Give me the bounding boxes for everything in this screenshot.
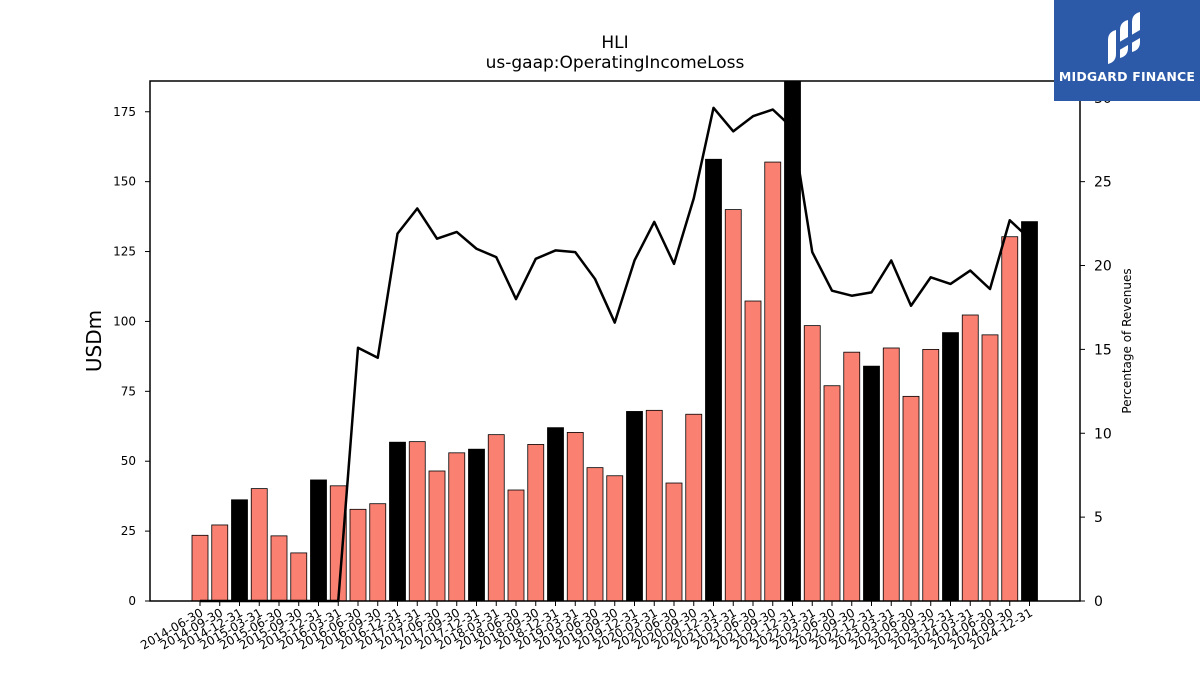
- bar-2021-09-30: [764, 161, 782, 602]
- bar-2017-12-31: [468, 448, 485, 602]
- bar-2020-06-30: [665, 482, 683, 602]
- bar-2015-12-31: [310, 479, 327, 602]
- bar-2016-12-31: [389, 441, 406, 602]
- bar-2014-12-31: [231, 499, 248, 602]
- bar-2018-03-31: [487, 434, 505, 602]
- y-tick-label: 50: [121, 454, 136, 468]
- y-tick-label: 25: [121, 524, 136, 538]
- bar-2017-09-30: [448, 452, 466, 602]
- bar-2022-09-30: [843, 351, 861, 602]
- y2-tick-label: 25: [1094, 175, 1112, 191]
- chart-subtitle: us-gaap:OperatingIncomeLoss: [486, 53, 745, 73]
- bar-2023-12-31: [942, 332, 959, 602]
- bar-2024-12-31: [1021, 221, 1038, 602]
- bar-2014-09-30: [211, 524, 229, 602]
- bar-2018-06-30: [507, 489, 525, 602]
- bar-2019-06-30: [586, 467, 604, 602]
- y-tick-label: 100: [113, 314, 136, 328]
- y-axis: 0 25 50 75 100 125 150 175: [113, 105, 150, 608]
- bar-2017-06-30: [428, 470, 446, 602]
- x-axis: 2014-06-302014-09-302014-12-312015-03-31…: [138, 601, 1035, 652]
- brand-logo: MIDGARD FINANCE: [1054, 0, 1200, 101]
- y-tick-label: 75: [121, 384, 136, 398]
- bar-2022-12-31: [863, 365, 880, 602]
- bar-2023-03-31: [882, 347, 900, 602]
- bar-2015-03-31: [250, 488, 268, 602]
- bar-2016-06-30: [349, 508, 367, 602]
- bar-2024-06-30: [981, 334, 999, 602]
- bar-2020-03-31: [645, 409, 663, 602]
- y-tick-label: 150: [113, 175, 136, 189]
- bar-2015-06-30: [270, 535, 288, 602]
- y2-axis: 051015202530: [1080, 91, 1112, 610]
- y2-tick-label: 5: [1094, 510, 1103, 526]
- bar-2021-03-31: [724, 209, 742, 602]
- bar-2019-09-30: [606, 475, 624, 602]
- brand-logo-text: MIDGARD FINANCE: [1058, 69, 1196, 84]
- brand-logo-icon: [1108, 12, 1140, 64]
- bar-2016-09-30: [369, 503, 387, 602]
- bars: [191, 80, 1038, 602]
- bar-2024-09-30: [1001, 236, 1019, 602]
- bar-2021-06-30: [744, 300, 762, 602]
- y-tick-label: 0: [128, 594, 136, 608]
- bar-2018-09-30: [527, 444, 545, 602]
- bar-2023-09-30: [922, 348, 940, 602]
- y2-tick-label: 10: [1094, 426, 1112, 442]
- bar-2019-03-31: [566, 432, 584, 602]
- bar-2022-06-30: [823, 385, 841, 602]
- y-tick-label: 125: [113, 245, 136, 259]
- bar-2019-12-31: [626, 411, 643, 602]
- y-tick-label: 175: [113, 105, 136, 119]
- bar-2014-06-30: [191, 534, 209, 602]
- y2-axis-label: Percentage of Revenues: [1120, 268, 1134, 413]
- y2-tick-label: 15: [1094, 342, 1112, 358]
- bar-2022-03-31: [803, 325, 821, 602]
- bar-2018-12-31: [547, 427, 564, 602]
- y2-tick-label: 20: [1094, 259, 1112, 275]
- bar-2017-03-31: [408, 441, 426, 602]
- bar-2015-09-30: [290, 552, 308, 602]
- y2-tick-label: 0: [1094, 594, 1103, 610]
- y-axis-label: USDm: [82, 310, 106, 372]
- chart-title: HLI: [601, 33, 628, 53]
- bar-2020-09-30: [685, 413, 703, 602]
- bar-2020-12-31: [705, 158, 722, 602]
- bar-2024-03-31: [961, 314, 979, 602]
- bar-2023-06-30: [902, 395, 920, 602]
